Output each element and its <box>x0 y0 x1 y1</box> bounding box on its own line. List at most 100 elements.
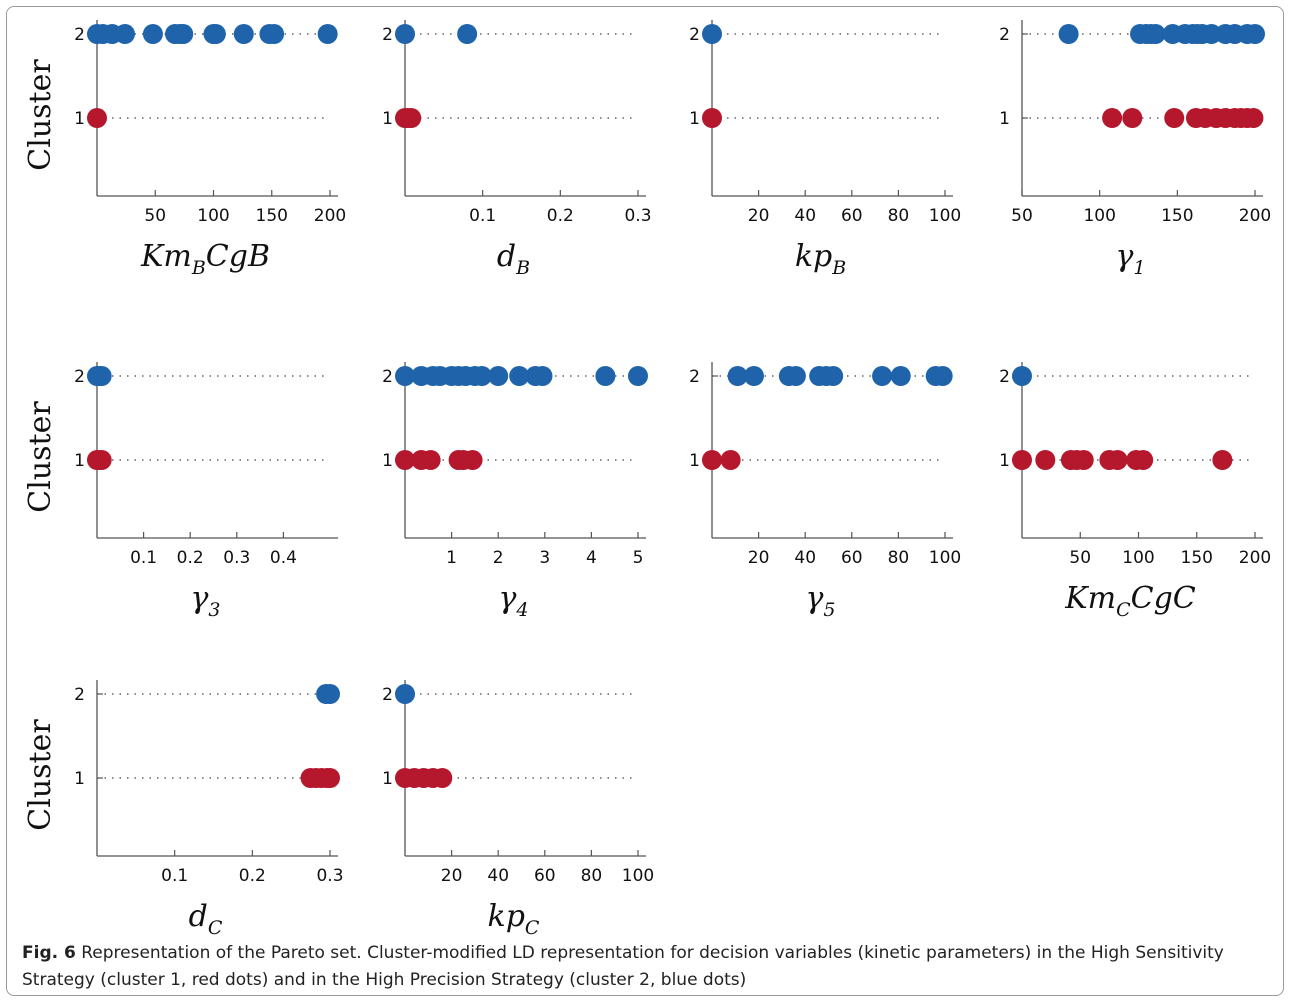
x-tick-label: 100 <box>929 548 961 568</box>
x-tick-label: 4 <box>586 548 597 568</box>
data-point-cluster-2 <box>1012 366 1032 386</box>
x-tick-label: 60 <box>841 548 863 568</box>
x-tick-label: 0.3 <box>223 548 250 568</box>
x-tick-label: 50 <box>144 206 166 226</box>
panel-5: 1 2 0.1 0.2 0.3 0.4 γ3 Cluster <box>23 362 338 621</box>
panel-9: 1 2 0.1 0.2 0.3 dC Cluster <box>23 680 344 935</box>
y-tick-label: 1 <box>999 451 1010 471</box>
data-point-cluster-2 <box>595 366 616 386</box>
data-point-cluster-2 <box>114 24 135 44</box>
x-tick-label: 200 <box>1239 206 1271 226</box>
data-point-cluster-1 <box>87 108 107 128</box>
x-tick-label: 150 <box>1181 548 1213 568</box>
data-point-cluster-1 <box>1212 450 1233 470</box>
x-axis-label: dB <box>497 239 530 279</box>
x-tick-label: 5 <box>633 548 644 568</box>
x-axis-label-main: γ <box>1115 239 1133 274</box>
y-tick-label: 2 <box>999 367 1010 387</box>
y-axis-label: Cluster <box>23 719 58 831</box>
y-tick-label: 2 <box>689 25 700 45</box>
y-tick-label: 1 <box>689 109 700 129</box>
x-tick-label: 0.4 <box>270 548 297 568</box>
x-axis-label: dC <box>189 899 223 935</box>
x-axis-label-subscript: C <box>525 917 540 935</box>
x-axis-label-subscript: 1 <box>1133 257 1145 279</box>
y-tick-label: 2 <box>74 25 85 45</box>
y-tick-label: 2 <box>74 367 85 387</box>
x-tick-label: 50 <box>1011 206 1033 226</box>
x-tick-label: 100 <box>1122 548 1154 568</box>
y-tick-label: 1 <box>74 451 85 471</box>
caption-text: Representation of the Pareto set. Cluste… <box>22 943 1224 990</box>
x-tick-label: 40 <box>794 548 816 568</box>
x-tick-label: 0.3 <box>624 206 651 226</box>
data-point-cluster-2 <box>395 24 415 44</box>
x-tick-label: 3 <box>539 548 550 568</box>
x-axis-label-subscript: B <box>831 257 846 279</box>
x-tick-label: 0.1 <box>469 206 496 226</box>
data-point-cluster-1 <box>462 450 483 470</box>
x-axis-label: kpB <box>795 239 846 279</box>
data-point-cluster-1 <box>1035 450 1056 470</box>
x-axis-label: KmCCgC <box>1064 581 1196 621</box>
x-tick-label: 80 <box>581 866 603 886</box>
data-point-cluster-1 <box>432 768 453 788</box>
x-axis-label-main: d <box>189 899 208 934</box>
data-point-cluster-1 <box>702 450 722 470</box>
data-point-cluster-2 <box>1058 24 1079 44</box>
x-tick-label: 0.2 <box>239 866 266 886</box>
data-point-cluster-2 <box>142 24 163 44</box>
data-point-cluster-1 <box>1133 450 1154 470</box>
x-axis-label-main: γ <box>190 581 208 616</box>
x-tick-label: 2 <box>493 548 504 568</box>
x-axis-label: γ5 <box>805 581 835 621</box>
x-axis-label: γ3 <box>190 581 220 621</box>
y-tick-label: 1 <box>382 769 393 789</box>
x-axis-label-main: kp <box>795 239 832 274</box>
x-tick-label: 0.3 <box>316 866 343 886</box>
y-tick-label: 1 <box>382 109 393 129</box>
data-point-cluster-2 <box>233 24 254 44</box>
x-axis-label-main: d <box>497 239 516 274</box>
data-point-cluster-1 <box>702 108 722 128</box>
x-tick-label: 100 <box>197 206 229 226</box>
y-tick-label: 2 <box>382 25 393 45</box>
panel-8: 1 2 50 100 150 200 KmCCgC <box>999 362 1271 621</box>
x-tick-label: 20 <box>748 548 770 568</box>
y-tick-label: 1 <box>689 451 700 471</box>
panel-2: 1 2 0.1 0.2 0.3 dB <box>382 20 652 279</box>
data-point-cluster-2 <box>743 366 764 386</box>
data-point-cluster-2 <box>872 366 893 386</box>
data-point-cluster-1 <box>91 450 112 470</box>
y-tick-label: 1 <box>74 769 85 789</box>
x-tick-label: 200 <box>1239 548 1271 568</box>
y-tick-label: 2 <box>999 25 1010 45</box>
data-point-cluster-1 <box>1164 108 1185 128</box>
x-tick-label: 40 <box>487 866 509 886</box>
data-point-cluster-1 <box>1243 108 1264 128</box>
y-tick-label: 2 <box>689 367 700 387</box>
x-axis-label-main: Km <box>140 239 192 274</box>
x-axis-label-subscript: B <box>515 257 530 279</box>
y-tick-label: 1 <box>382 451 393 471</box>
data-point-cluster-2 <box>702 24 722 44</box>
data-point-cluster-2 <box>395 684 415 704</box>
data-point-cluster-2 <box>823 366 844 386</box>
panel-10: 1 2 20 40 60 80 100 kpC <box>382 680 654 935</box>
data-point-cluster-2 <box>395 366 415 386</box>
x-tick-label: 60 <box>534 866 556 886</box>
x-tick-label: 80 <box>888 548 910 568</box>
data-point-cluster-2 <box>532 366 553 386</box>
data-point-cluster-2 <box>1245 24 1265 44</box>
data-point-cluster-1 <box>1012 450 1032 470</box>
x-tick-label: 80 <box>888 206 910 226</box>
x-tick-label: 100 <box>1083 206 1115 226</box>
data-point-cluster-1 <box>1073 450 1094 470</box>
data-point-cluster-1 <box>395 450 415 470</box>
data-point-cluster-2 <box>91 366 112 386</box>
x-tick-label: 150 <box>1161 206 1193 226</box>
x-tick-label: 50 <box>1069 548 1091 568</box>
data-point-cluster-2 <box>488 366 509 386</box>
